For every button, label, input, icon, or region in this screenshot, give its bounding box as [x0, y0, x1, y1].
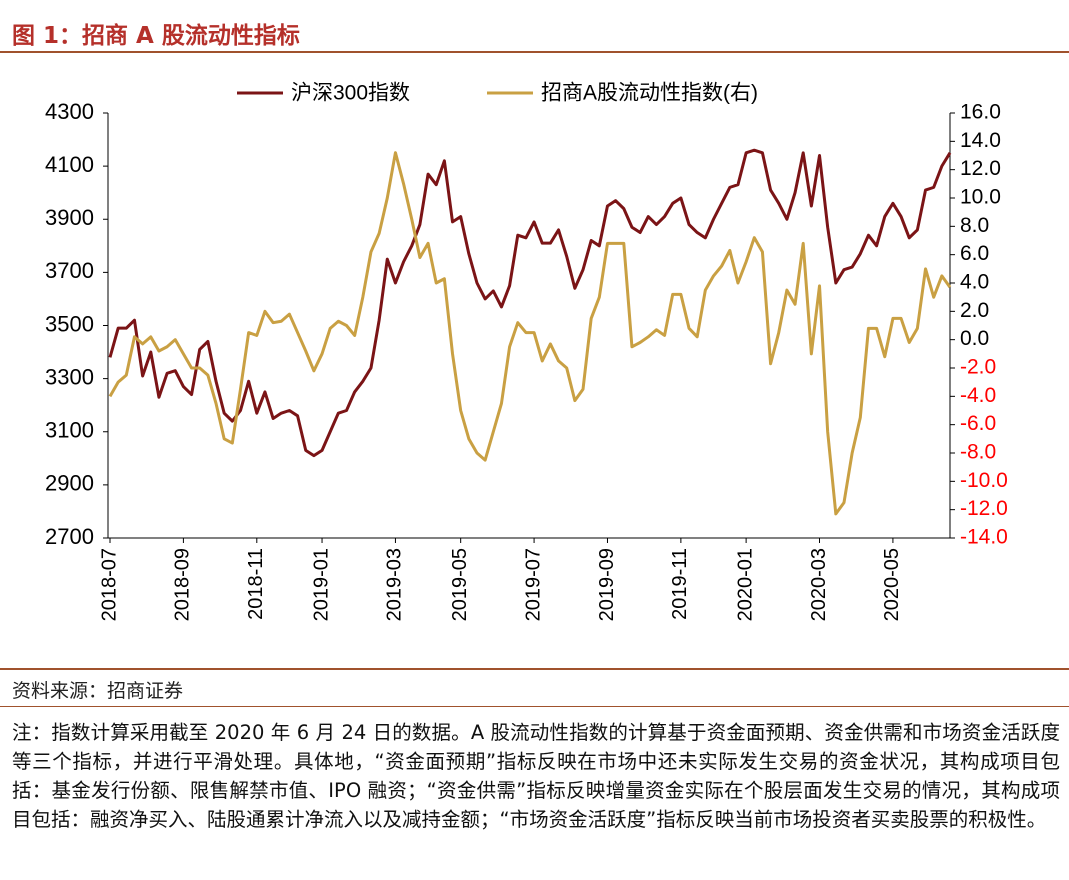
- x-tick-label: 2019-05: [449, 548, 471, 621]
- y-tick-label: 4100: [45, 152, 94, 177]
- series-line: [108, 151, 952, 516]
- y2-tick-label: -14.0: [960, 526, 1008, 549]
- y-tick-label: 3300: [45, 364, 94, 389]
- x-tick-label: 2019-07: [522, 548, 544, 621]
- y2-tick-label: 8.0: [960, 214, 989, 237]
- y-tick-label: 4300: [45, 99, 94, 124]
- y-tick-label: 2700: [45, 524, 94, 549]
- y2-tick-label: 4.0: [960, 271, 989, 294]
- figure-title: 图 1：招商 A 股流动性指标: [12, 23, 300, 49]
- y-tick-label: 3900: [45, 205, 94, 230]
- y2-tick-label: -4.0: [960, 384, 996, 407]
- y-tick-label: 3100: [45, 418, 94, 443]
- legend-label: 招商A股流动性指数(右): [541, 82, 758, 105]
- x-tick-label: 2020-05: [881, 548, 903, 621]
- x-tick-label: 2018-11: [245, 548, 267, 620]
- y2-tick-label: -2.0: [960, 356, 996, 379]
- source-rule: [0, 668, 1069, 670]
- y2-tick-label: -10.0: [960, 469, 1008, 492]
- y2-tick-label: 16.0: [960, 101, 1001, 124]
- y2-tick-label: 6.0: [960, 242, 989, 265]
- y2-tick-label: -6.0: [960, 412, 996, 435]
- x-tick-label: 2019-09: [596, 548, 618, 621]
- y-tick-label: 3500: [45, 311, 94, 336]
- source: 资料来源：招商证券: [12, 680, 184, 702]
- note-rule: [0, 706, 1069, 707]
- x-tick-label: 2018-07: [98, 548, 120, 621]
- title-rule: [0, 51, 1069, 53]
- x-tick-label: 2020-01: [734, 548, 756, 621]
- x-tick-label: 2019-01: [310, 548, 332, 621]
- series-line: [108, 148, 952, 458]
- y-tick-label: 2900: [45, 471, 94, 496]
- y2-tick-label: -12.0: [960, 497, 1008, 520]
- x-tick-label: 2019-03: [384, 548, 406, 621]
- x-tick-label: 2019-11: [669, 548, 691, 620]
- y2-tick-label: -8.0: [960, 441, 996, 464]
- y2-tick-label: 2.0: [960, 299, 989, 322]
- y-tick-label: 3700: [45, 258, 94, 283]
- y2-tick-label: 14.0: [960, 129, 1001, 152]
- y2-tick-label: 0.0: [960, 327, 989, 350]
- x-tick-label: 2020-03: [808, 548, 830, 621]
- legend-label: 沪深300指数: [291, 82, 410, 105]
- chart: 2700 2900 3100 3300 3500 3700 3900 4100 4300 -14.…: [45, 82, 1008, 622]
- x-tick-label: 2018-09: [172, 548, 194, 621]
- note: 注：指数计算采用截至 2020 年 6 月 24 日的数据。A 股流动性指数的计…: [12, 721, 1060, 831]
- y2-tick-label: 10.0: [960, 186, 1001, 209]
- y2-tick-label: 12.0: [960, 157, 1001, 180]
